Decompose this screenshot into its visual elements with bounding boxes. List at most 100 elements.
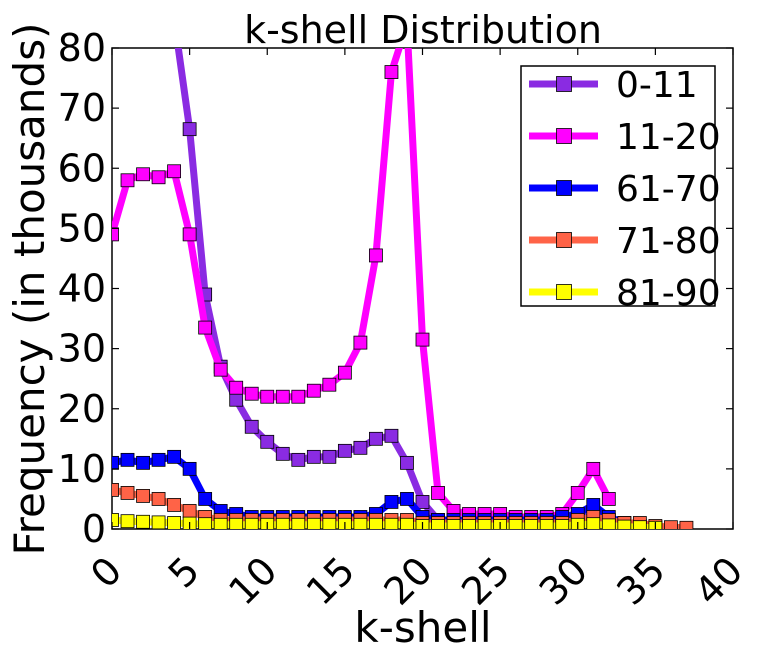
data-point	[120, 486, 135, 500]
data-point	[182, 122, 197, 137]
data-point	[120, 514, 135, 529]
data-point	[586, 498, 601, 512]
legend-swatch-marker	[556, 284, 572, 300]
legend-label: 11-20	[616, 117, 721, 158]
data-point	[182, 504, 197, 518]
series-layer	[112, 11, 694, 529]
data-point	[136, 489, 150, 503]
y-tick-label: 60	[58, 146, 106, 190]
data-point	[112, 227, 119, 242]
data-point	[167, 164, 182, 179]
x-tick-label: 30	[531, 548, 596, 613]
data-point	[244, 517, 259, 529]
legend-swatch-marker	[556, 128, 572, 144]
data-point	[275, 446, 290, 461]
data-point	[291, 452, 306, 467]
data-point	[112, 513, 119, 527]
data-point	[167, 449, 182, 464]
data-point	[229, 392, 244, 407]
data-point	[213, 517, 228, 529]
data-point	[431, 486, 445, 500]
data-point	[384, 495, 399, 509]
data-point	[384, 428, 399, 443]
data-point	[151, 452, 166, 467]
y-tick-label: 70	[58, 86, 106, 130]
data-point	[477, 519, 492, 529]
y-tick-label: 30	[58, 327, 106, 371]
y-tick-label: 80	[58, 26, 106, 70]
data-point	[400, 492, 414, 506]
data-point	[570, 486, 585, 500]
data-point	[400, 517, 414, 529]
data-point	[168, 11, 181, 24]
data-point	[679, 520, 694, 529]
legend-label: 0-11	[616, 65, 698, 106]
x-tick-label: 10	[220, 548, 285, 613]
data-point	[120, 173, 135, 188]
legend-label: 81-90	[616, 273, 721, 314]
data-point	[369, 431, 383, 446]
data-point	[198, 320, 213, 335]
legend-label: 71-80	[616, 221, 721, 262]
data-point	[369, 517, 383, 529]
x-tick-label: 40	[686, 548, 751, 613]
data-point	[182, 227, 197, 242]
data-point	[462, 519, 476, 529]
data-point	[120, 452, 135, 467]
data-point	[400, 455, 414, 470]
data-point	[384, 517, 399, 529]
data-point	[664, 520, 678, 529]
legend: 0-11 11-20 61-70 71-80 81-90	[520, 65, 721, 314]
data-point	[353, 517, 368, 529]
series-81-90	[112, 513, 663, 529]
data-point	[291, 389, 306, 404]
data-point	[229, 380, 244, 395]
data-point	[337, 443, 352, 458]
data-point	[555, 519, 570, 529]
data-point	[182, 461, 197, 476]
data-point	[151, 492, 166, 506]
data-point	[431, 519, 445, 529]
data-point	[353, 440, 368, 455]
data-point	[353, 335, 368, 350]
y-tick-label: 20	[58, 387, 106, 431]
legend-label: 61-70	[616, 169, 721, 210]
data-point	[260, 434, 275, 449]
data-point	[322, 449, 337, 464]
y-axis-label: Frequency (in thousands)	[5, 23, 54, 556]
data-point	[198, 492, 213, 506]
x-axis-label: k-shell	[354, 603, 491, 652]
data-point	[151, 170, 166, 185]
data-point	[244, 386, 259, 401]
data-point	[601, 518, 616, 529]
y-tick-label: 50	[58, 206, 106, 250]
data-point	[384, 65, 399, 79]
data-point	[198, 517, 213, 529]
data-point	[306, 383, 321, 398]
data-point	[291, 517, 306, 529]
data-point	[508, 519, 523, 529]
data-point	[136, 167, 150, 182]
data-point	[306, 517, 321, 529]
legend-swatch-marker	[556, 232, 572, 248]
data-point	[213, 362, 228, 377]
data-point	[337, 365, 352, 380]
legend-swatch-marker	[556, 180, 572, 196]
data-point	[586, 517, 601, 529]
data-point	[112, 483, 119, 497]
data-point	[322, 377, 337, 392]
data-point	[260, 389, 275, 404]
data-point	[306, 449, 321, 464]
data-point	[632, 520, 647, 529]
data-point	[229, 517, 244, 529]
data-point	[136, 455, 150, 470]
data-point	[112, 455, 119, 470]
legend-swatch-marker	[556, 76, 572, 92]
data-point	[167, 498, 182, 512]
data-point	[275, 517, 290, 529]
y-tick-label: 0	[82, 507, 106, 551]
data-point	[322, 517, 337, 529]
data-point	[369, 248, 383, 263]
data-point	[586, 461, 601, 476]
